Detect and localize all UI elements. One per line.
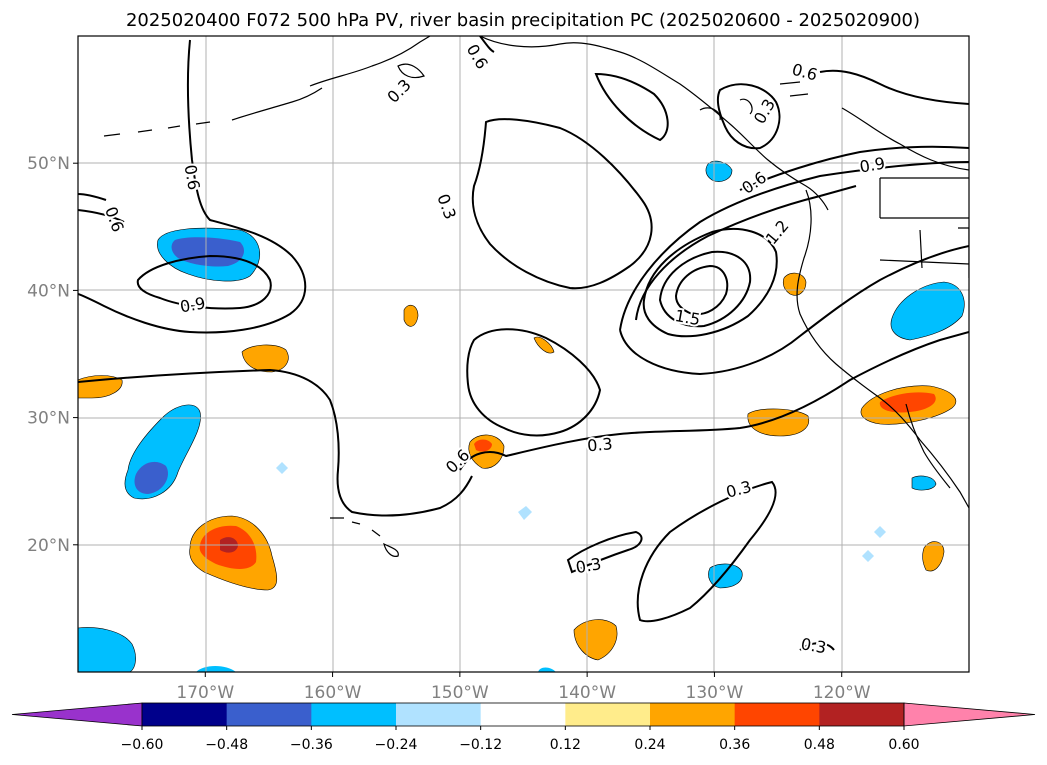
lon-tick-label: 120°W bbox=[813, 683, 871, 703]
pv-contour bbox=[819, 69, 969, 105]
map-background bbox=[78, 36, 969, 672]
colorbar-tick-label: 0.48 bbox=[804, 737, 835, 753]
colorbar-segment bbox=[565, 703, 651, 726]
pv-contour bbox=[642, 227, 778, 338]
pv-contour bbox=[566, 530, 643, 574]
colorbar-segment bbox=[142, 703, 228, 726]
pv-contour bbox=[78, 368, 473, 517]
precip-negative-patch bbox=[890, 281, 965, 341]
pv-contour bbox=[799, 642, 835, 651]
precip-negative-patch bbox=[78, 627, 136, 672]
lon-tick-label: 160°W bbox=[304, 683, 362, 703]
colorbar-segment bbox=[734, 703, 820, 726]
pv-contour bbox=[619, 161, 969, 331]
precip-negative-patch bbox=[538, 667, 556, 672]
pv-contour bbox=[716, 83, 781, 150]
pv-contour bbox=[78, 209, 125, 223]
precip-positive-core bbox=[879, 392, 936, 413]
colorbar-tick-label: 0.24 bbox=[634, 737, 665, 753]
pv-contour bbox=[739, 145, 969, 191]
colorbar-segment bbox=[226, 703, 312, 726]
colorbar-segment bbox=[650, 703, 736, 726]
figure-title: 2025020400 F072 500 hPa PV, river basin … bbox=[126, 10, 920, 31]
colorbar-segment bbox=[480, 703, 566, 726]
colorbar-tick-label: −0.36 bbox=[290, 737, 333, 753]
pv-contour bbox=[674, 264, 729, 316]
colorbar-tick-label: 0.36 bbox=[719, 737, 750, 753]
pv-contour bbox=[466, 328, 602, 437]
lat-tick-label: 50°N bbox=[27, 154, 70, 174]
precip-positive-core bbox=[474, 439, 492, 452]
precip-negative-patch bbox=[862, 550, 874, 562]
colorbar-tick-label: 0.12 bbox=[550, 737, 581, 753]
colorbar-frame bbox=[141, 702, 905, 727]
lon-tick-label: 140°W bbox=[558, 683, 616, 703]
precip-positive-patch bbox=[403, 304, 419, 327]
precip-positive-patch bbox=[922, 541, 945, 572]
pv-contour bbox=[479, 36, 495, 53]
contour-label: 0.3 bbox=[586, 434, 613, 455]
graticule bbox=[78, 36, 969, 672]
lat-tick-label: 40°N bbox=[27, 281, 70, 301]
precip-shading bbox=[78, 160, 965, 672]
longitude-tick-labels: 170°W 160°W 150°W 140°W 130°W 120°W bbox=[176, 672, 871, 703]
precip-negative-patch bbox=[276, 462, 288, 474]
lon-tick-label: 130°W bbox=[686, 683, 744, 703]
pv-contour bbox=[471, 118, 653, 290]
colorbar-extend-low bbox=[11, 702, 143, 727]
pv-contour bbox=[459, 331, 969, 471]
precip-negative-core bbox=[134, 461, 168, 494]
latitude-tick-labels: 50°N 40°N 30°N 20°N bbox=[27, 154, 78, 556]
precip-negative-patch bbox=[705, 160, 733, 182]
lat-tick-label: 20°N bbox=[27, 536, 70, 556]
precip-negative-patch bbox=[874, 526, 886, 538]
lon-tick-label: 150°W bbox=[431, 683, 489, 703]
colorbar-tick-label: 0.60 bbox=[888, 737, 919, 753]
lat-tick-label: 30°N bbox=[27, 409, 70, 429]
pv-contour bbox=[78, 193, 107, 201]
map-frame bbox=[77, 35, 970, 673]
pv-contour bbox=[136, 254, 272, 310]
pv-contours bbox=[78, 36, 969, 651]
precip-negative-patch bbox=[518, 506, 532, 520]
colorbar-segment bbox=[311, 703, 397, 726]
pv-contour bbox=[619, 245, 969, 376]
precip-positive-patch bbox=[747, 408, 810, 437]
pv-contour bbox=[78, 39, 307, 334]
contour-label: 1.5 bbox=[673, 306, 701, 329]
colorbar-tick-label: −0.48 bbox=[205, 737, 248, 753]
pv-contour bbox=[636, 480, 777, 623]
precip-positive-patch bbox=[241, 344, 289, 373]
colorbar-extend-high bbox=[903, 702, 1036, 727]
precip-negative-patch bbox=[911, 475, 937, 491]
colorbar-segment bbox=[396, 703, 482, 726]
colorbar: −0.60 −0.48 −0.36 −0.24 −0.12 0.12 0.24 0.36 0.4… bbox=[11, 702, 1036, 753]
colorbar-tick-label: −0.60 bbox=[121, 737, 164, 753]
lon-tick-label: 170°W bbox=[176, 683, 234, 703]
colorbar-segment bbox=[819, 703, 905, 726]
precip-positive-patch bbox=[533, 336, 555, 354]
precip-positive-patch bbox=[573, 619, 618, 661]
pv-contour bbox=[658, 250, 752, 328]
colorbar-tick-label: −0.24 bbox=[375, 737, 418, 753]
colorbar-tick-label: −0.12 bbox=[459, 737, 502, 753]
pv-contour bbox=[594, 72, 669, 142]
